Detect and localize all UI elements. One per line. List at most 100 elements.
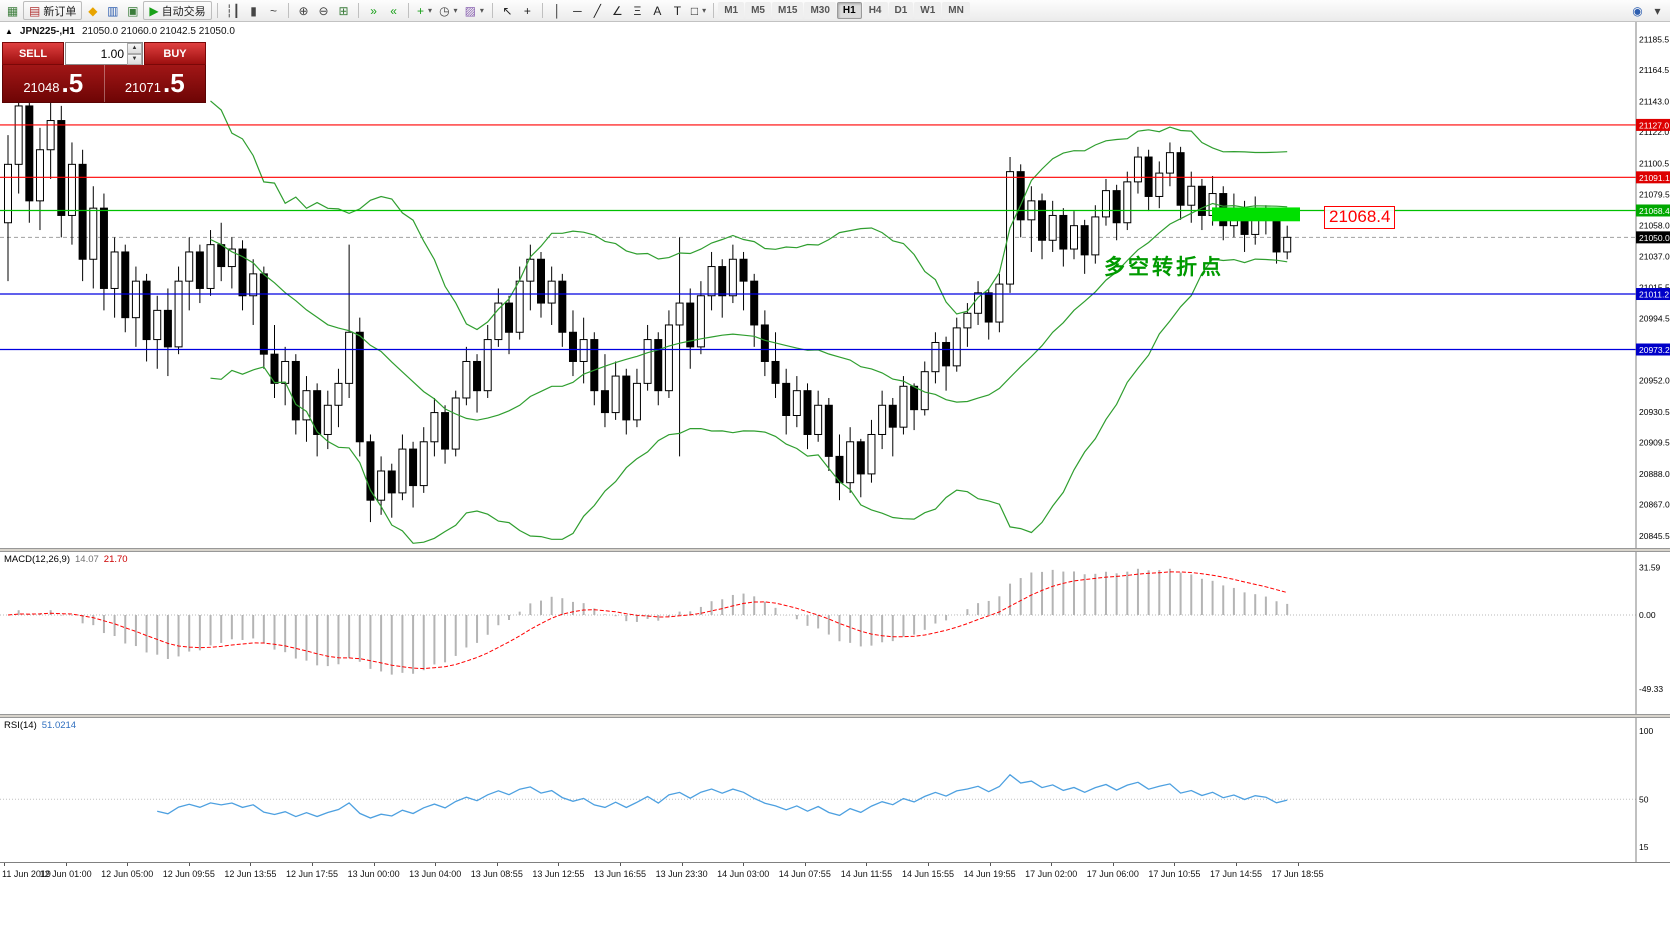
community-icon: ◉ — [1632, 3, 1643, 18]
text-label-button[interactable]: T — [668, 1, 687, 20]
chevron-down-icon[interactable]: ▾ — [702, 6, 707, 15]
fibonacci-button[interactable]: Ξ — [628, 1, 647, 20]
candle-body — [206, 244, 215, 289]
indicators-button[interactable]: + ▾ — [414, 1, 435, 20]
candle-body — [377, 470, 386, 501]
timeframe-h4-button[interactable]: H4 — [862, 2, 888, 19]
volume-decrease-button[interactable]: ▼ — [127, 54, 142, 65]
candle-body — [995, 283, 1004, 323]
candle-body — [1283, 236, 1292, 253]
timeframe-m1-button[interactable]: M1 — [718, 2, 745, 19]
chart-shift-button[interactable]: « — [384, 1, 403, 20]
timeframe-h1-button[interactable]: H1 — [836, 2, 862, 19]
line-chart-button[interactable]: ~ — [264, 1, 283, 20]
subwindow-divider[interactable] — [0, 714, 1670, 718]
navigator-icon[interactable]: ▣ — [123, 1, 142, 20]
timeframe-d1-button[interactable]: D1 — [888, 2, 914, 19]
price-callout-text[interactable]: 21068.4 — [1324, 206, 1396, 229]
time-axis-label: 13 Jun 23:30 — [655, 869, 708, 879]
cursor-button[interactable]: ↖ — [498, 1, 517, 20]
tile-windows-button[interactable]: ⊞ — [334, 1, 353, 20]
candle-body — [643, 339, 652, 384]
community-icon[interactable]: ◉ — [1628, 1, 1647, 20]
candlestick-button[interactable]: ▮ — [244, 1, 263, 20]
zoom-out-button[interactable]: ⊖ — [314, 1, 333, 20]
subwindow-divider[interactable] — [0, 548, 1670, 552]
sell-price[interactable]: 21048 .5 — [3, 65, 104, 102]
periods-button[interactable]: ◷ ▾ — [436, 1, 461, 20]
candle-body — [35, 149, 44, 202]
candle-body — [334, 382, 343, 406]
crosshair-button[interactable]: + — [518, 1, 537, 20]
volume-stepper[interactable]: 1.00 ▲ ▼ — [65, 42, 143, 65]
candle-body — [728, 258, 737, 297]
volume-increase-button[interactable]: ▲ — [127, 43, 142, 54]
highlight-rectangle[interactable] — [1212, 207, 1300, 222]
market-watch-icon[interactable]: ▥ — [103, 1, 122, 20]
candle-body — [771, 360, 780, 384]
collapse-trade-panel-icon[interactable]: ▲ — [5, 27, 13, 36]
timeframe-mn-button[interactable]: MN — [942, 2, 970, 19]
chart-window-icon[interactable]: ▦ — [3, 1, 22, 20]
shapes-button[interactable]: □ ▾ — [688, 1, 709, 20]
timeframe-m5-button[interactable]: M5 — [745, 2, 771, 19]
candle-body — [14, 105, 23, 165]
candle-body — [632, 382, 641, 421]
candle-body — [409, 448, 418, 487]
autotrading-button-label: 自动交易 — [161, 5, 206, 18]
toolbar-options-icon[interactable]: ▾ — [1648, 1, 1667, 20]
chevron-down-icon[interactable]: ▾ — [453, 6, 458, 15]
candle-body — [163, 309, 172, 348]
new-order-button[interactable]: ▤ 新订单 — [23, 1, 83, 20]
channel-button[interactable]: ∠ — [608, 1, 627, 20]
candle-body — [537, 258, 545, 304]
quick-trade-icon[interactable]: ◆ — [83, 1, 102, 20]
timeframe-m15-button[interactable]: M15 — [772, 2, 804, 19]
candle-body — [25, 105, 34, 202]
candle-body — [739, 258, 748, 282]
templates-button[interactable]: ▨ ▾ — [462, 1, 487, 20]
price-chip — [1636, 118, 1670, 131]
candle-body — [430, 412, 439, 443]
sell-button[interactable]: SELL — [2, 42, 64, 65]
ohlc-bars-button[interactable]: ┆┃ — [223, 1, 243, 20]
zoom-in-button[interactable]: ⊕ — [294, 1, 313, 20]
sell-price-frac: .5 — [61, 68, 84, 98]
vertical-line-button[interactable]: │ — [548, 1, 567, 20]
buy-button[interactable]: BUY — [144, 42, 206, 65]
candle-body — [238, 248, 247, 297]
horizontal-line-button[interactable]: ─ — [568, 1, 587, 20]
chevron-down-icon[interactable]: ▾ — [479, 6, 484, 15]
candle-body — [387, 470, 396, 494]
timeframe-w1-button[interactable]: W1 — [914, 2, 942, 19]
text-button[interactable]: A — [648, 1, 667, 20]
candle-body — [110, 251, 119, 289]
candle-body — [46, 120, 55, 151]
new-order-icon: ▤ — [29, 3, 41, 18]
toolbar-options-icon: ▾ — [1654, 3, 1661, 18]
buy-price[interactable]: 21071 .5 — [103, 65, 206, 102]
bollinger-middle-band — [210, 202, 1288, 421]
time-axis-label: 12 Jun 17:55 — [285, 869, 339, 879]
pivot-annotation-text[interactable]: 多空转折点 — [1104, 256, 1224, 279]
candle-body — [622, 375, 631, 421]
time-axis-tick — [620, 863, 621, 866]
chevron-down-icon[interactable]: ▾ — [428, 6, 433, 15]
rsi-indicator-chart: 100 50 15 — [0, 718, 1670, 862]
candle-body — [558, 280, 567, 333]
time-axis-tick — [1051, 863, 1053, 866]
price-axis-label: 21143.0 — [1639, 97, 1669, 107]
trendline-button[interactable]: ╱ — [588, 1, 607, 20]
autotrading-button[interactable]: ▶ 自动交易 — [143, 1, 212, 20]
timeframe-m30-button[interactable]: M30 — [804, 2, 836, 19]
candle-body — [302, 390, 311, 421]
candle-body — [707, 266, 716, 297]
candle-body — [1123, 181, 1132, 224]
candle-body — [942, 341, 951, 367]
price-chip-label: 21091.1 — [1639, 173, 1670, 183]
volume-value[interactable]: 1.00 — [100, 46, 124, 61]
auto-scroll-button[interactable]: » — [364, 1, 383, 20]
candle-body — [259, 273, 268, 355]
price-axis-label: 20867.0 — [1639, 500, 1670, 510]
price-axis-label: 21185.5 — [1639, 34, 1669, 44]
